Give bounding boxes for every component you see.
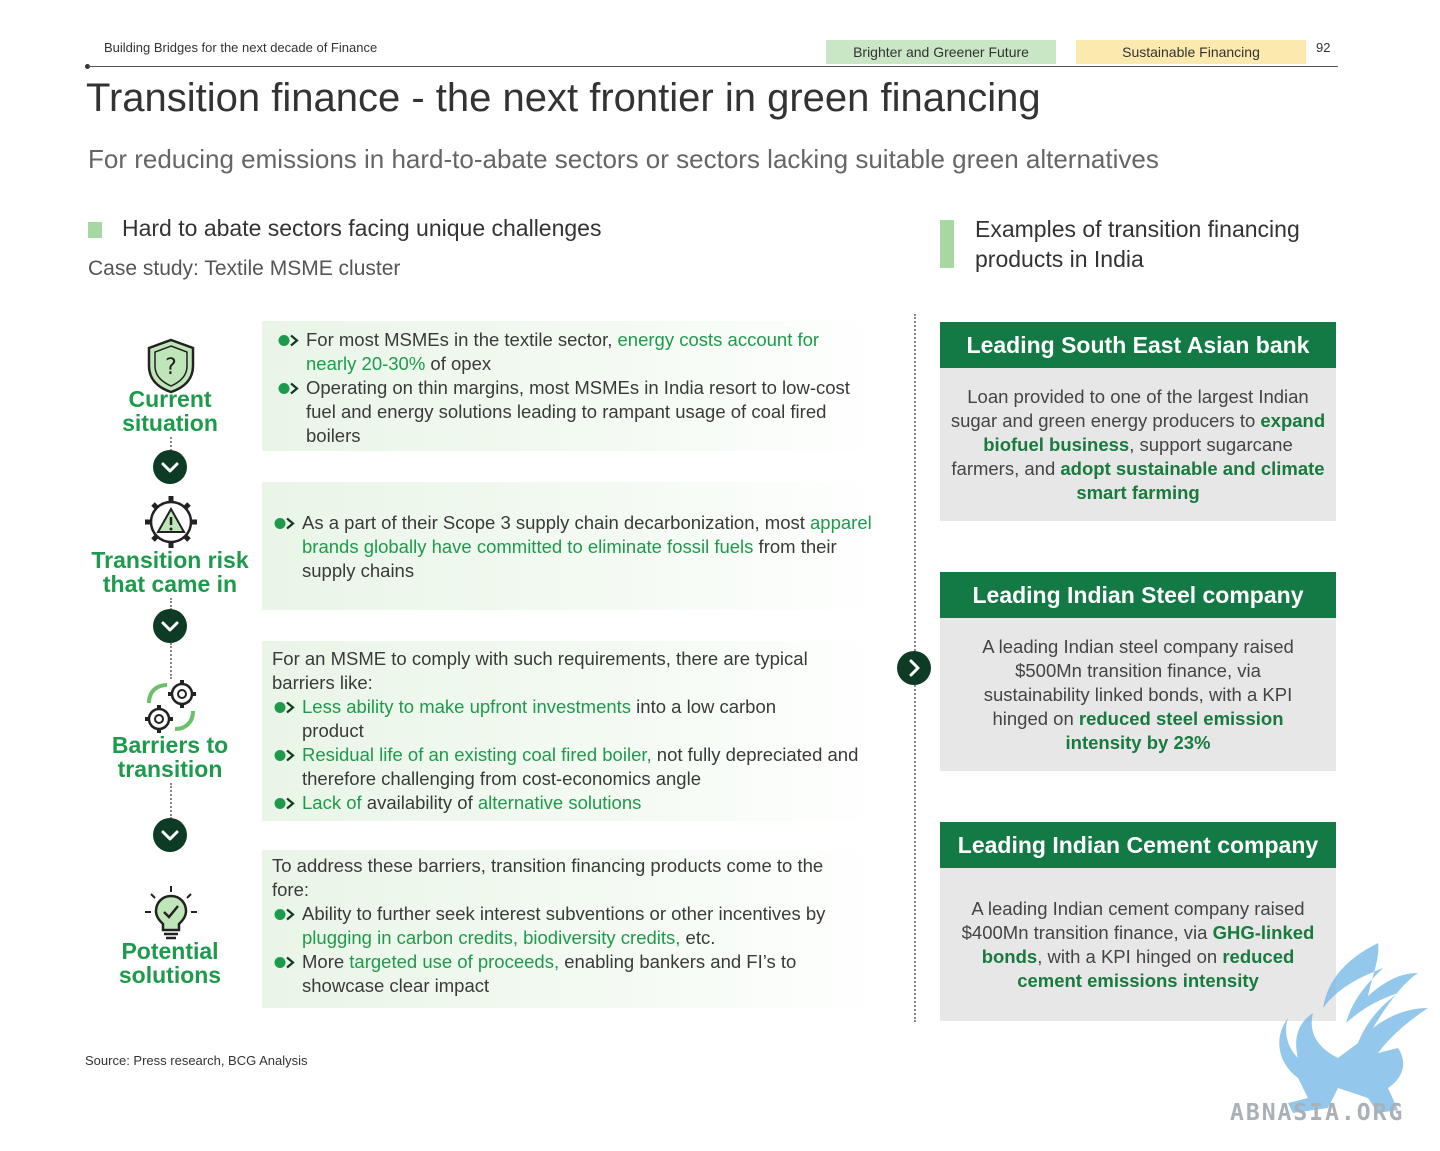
shield-question-icon: ? <box>147 338 195 394</box>
card-potential-solutions: To address these barriers, transition fi… <box>262 850 882 1008</box>
barriers-intro: For an MSME to comply with such requirem… <box>272 648 808 693</box>
griffin-logo-watermark <box>1279 943 1428 1113</box>
bullet-item: As a part of their Scope 3 supply chain … <box>266 511 872 583</box>
card-current-situation: For most MSMEs in the textile sector, en… <box>262 321 882 451</box>
stage-label-barriers: Barriers to transition <box>111 732 229 782</box>
header-rule <box>88 66 1338 67</box>
timeline-connector <box>170 783 172 819</box>
bullet-item: Residual life of an existing coal fired … <box>266 743 878 791</box>
stage-label-transition-risk: Transition risk that came in <box>91 547 249 597</box>
case-study-label: Case study: Textile MSME cluster <box>88 257 401 280</box>
chevron-down-icon <box>153 818 187 852</box>
example-body-cement: A leading Indian cement company raised $… <box>940 868 1336 1021</box>
left-section-heading: Hard to abate sectors facing unique chal… <box>122 215 602 241</box>
right-section-heading: Examples of transition financing product… <box>975 216 1300 272</box>
source-note: Source: Press research, BCG Analysis <box>85 1053 308 1068</box>
watermark-text: ABNASIA.ORG <box>1230 1100 1405 1126</box>
gears-refresh-icon <box>145 680 196 733</box>
section-tag-sustainable-financing: Sustainable Financing <box>1076 40 1306 64</box>
bullet-arrow-icon <box>274 797 295 810</box>
section-marker <box>940 220 954 268</box>
lightbulb-check-icon <box>145 886 197 940</box>
document-title: Building Bridges for the next decade of … <box>104 40 378 55</box>
timeline-connector <box>170 643 172 679</box>
card-transition-risk: As a part of their Scope 3 supply chain … <box>262 482 882 610</box>
bullet-arrow-icon <box>274 701 295 714</box>
bullet-item: More targeted use of proceeds, enabling … <box>266 950 878 998</box>
stage-label-potential-solutions: Potential solutions <box>118 938 222 988</box>
bullet-arrow-icon <box>274 749 295 762</box>
bullet-arrow-icon <box>278 382 299 395</box>
card-barriers: For an MSME to comply with such requirem… <box>262 641 882 821</box>
section-tag-brighter-greener: Brighter and Greener Future <box>826 40 1056 64</box>
chevron-down-icon <box>153 450 187 484</box>
example-title-steel: Leading Indian Steel company <box>940 572 1336 618</box>
gear-warning-icon <box>145 496 197 548</box>
bullet-item: Ability to further seek interest subvent… <box>266 902 878 950</box>
example-title-cement: Leading Indian Cement company <box>940 822 1336 868</box>
page-number: 92 <box>1316 40 1331 55</box>
example-body-sea-bank: Loan provided to one of the largest Indi… <box>940 368 1336 521</box>
bullet-item: For most MSMEs in the textile sector, en… <box>270 328 872 376</box>
timeline-connector <box>170 437 172 451</box>
chevron-down-icon <box>153 609 187 643</box>
bullet-arrow-icon <box>274 956 295 969</box>
bullet-item: Lack of availability of alternative solu… <box>266 791 878 815</box>
bullet-arrow-icon <box>274 908 295 921</box>
stage-label-current: Current situation <box>122 386 218 436</box>
page-title: Transition finance - the next frontier i… <box>86 76 1041 120</box>
bullet-arrow-icon <box>274 517 295 530</box>
svg-text:?: ? <box>165 355 177 380</box>
bullet-item: Operating on thin margins, most MSMEs in… <box>270 376 872 448</box>
bullet-arrow-icon <box>278 334 299 347</box>
chevron-right-icon <box>897 651 931 685</box>
section-marker <box>88 222 102 238</box>
bullet-item: Less ability to make upfront investments… <box>266 695 792 743</box>
header-rule-dot <box>85 64 90 69</box>
solutions-intro: To address these barriers, transition fi… <box>272 855 824 900</box>
page-subtitle: For reducing emissions in hard-to-abate … <box>88 144 1159 174</box>
timeline-connector <box>170 598 172 610</box>
example-body-steel: A leading Indian steel company raised $5… <box>940 618 1336 771</box>
example-title-sea-bank: Leading South East Asian bank <box>940 322 1336 368</box>
